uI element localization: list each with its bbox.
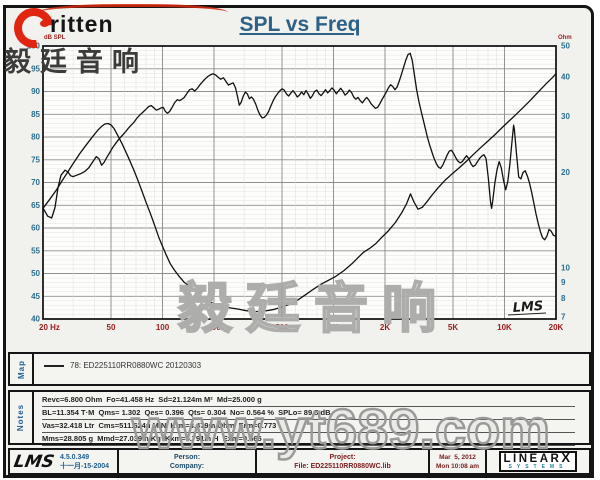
svg-text:20 Hz: 20 Hz: [39, 323, 60, 332]
svg-text:1K: 1K: [328, 323, 338, 332]
spl-curve: [42, 52, 557, 241]
svg-text:50: 50: [561, 42, 570, 51]
svg-text:85: 85: [31, 110, 40, 119]
svg-text:70: 70: [31, 178, 40, 187]
y-left-tick-labels: 100 95 90 85 80 75 70 65 60 55 50 45 40: [27, 42, 41, 324]
notes-content: Revc=6.800 Ohm Fo=41.458 Hz Sd=21.124m M…: [34, 392, 589, 446]
svg-text:8: 8: [561, 294, 566, 303]
footer-linearx-cell: LINEARX SYSTEMS: [487, 450, 589, 473]
top-left-watermark-cn: 毅廷音响: [4, 47, 148, 77]
svg-text:100: 100: [27, 42, 41, 51]
project-label: Project:: [329, 453, 356, 461]
logo-dot-icon: [40, 20, 49, 27]
site-watermark: www.yt689.com: [131, 396, 552, 462]
file-label: File: ED225110RR0880WC.lib: [294, 462, 391, 470]
svg-text:7: 7: [561, 313, 566, 322]
note-line-4: Mms=28.805 g Mmd=27.039m Kg Kxm=5.791m H…: [42, 433, 575, 446]
lms-version: 4.5.0.349: [60, 453, 90, 461]
spl-vs-freq-chart: 100 95 90 85 80 75 70 65 60 55 50 45 40 50 40 30 20 10 9 8 7…: [27, 35, 572, 332]
svg-text:9: 9: [561, 278, 566, 287]
y-left-unit-label: dB SPL: [44, 35, 66, 41]
lms-logo: LMS: [12, 451, 56, 472]
chart-watermark-cn: 毅廷音响: [177, 278, 450, 340]
logo-text: ritten: [50, 11, 114, 37]
map-row-label: Map: [10, 354, 34, 384]
footer-bar: LMS 4.5.0.349 十一月-15-2004 Person: Compan…: [8, 448, 591, 475]
svg-text:50: 50: [31, 269, 40, 278]
svg-text:50: 50: [107, 323, 116, 332]
notes-row: Notes Revc=6.800 Ohm Fo=41.458 Hz Sd=21.…: [8, 390, 591, 446]
x-tick-labels: 20 Hz 50 100 200 500 1K 2K 5K 10K 20K: [39, 323, 564, 332]
svg-text:2K: 2K: [380, 323, 390, 332]
map-row: Map 78: ED225110RR0880WC 20120303: [8, 352, 591, 386]
svg-text:20K: 20K: [549, 323, 564, 332]
svg-text:100: 100: [156, 323, 170, 332]
svg-text:500: 500: [275, 323, 289, 332]
svg-text:40: 40: [561, 72, 570, 81]
lms-version-date: 十一月-15-2004: [60, 462, 110, 470]
svg-text:80: 80: [31, 133, 40, 142]
person-label: Person:: [173, 453, 201, 461]
footer-lms-cell: LMS 4.5.0.349 十一月-15-2004: [10, 450, 119, 473]
report-date: Mar 5, 2012: [439, 453, 476, 461]
report-time: Mon 10:08 am: [436, 462, 479, 470]
svg-text:10: 10: [561, 264, 570, 273]
impedance-curve: [42, 73, 557, 313]
footer-project-cell: Project: File: ED225110RR0880WC.lib: [257, 450, 430, 473]
svg-text:200: 200: [207, 323, 221, 332]
footer-date-cell: Mar 5, 2012 Mon 10:08 am: [430, 450, 487, 473]
note-line-3: Vas=32.418 Ltr Cms=511.624u M/N Krm=3.47…: [42, 420, 575, 433]
y-right-unit-label: Ohm: [558, 35, 572, 41]
svg-text:20: 20: [561, 168, 570, 177]
svg-text:30: 30: [561, 112, 570, 121]
svg-text:90: 90: [31, 87, 40, 96]
footer-person-cell: Person: Company:: [119, 450, 257, 473]
svg-text:10K: 10K: [497, 323, 512, 332]
svg-text:75: 75: [31, 155, 40, 164]
page-title: SPL vs Freq: [239, 13, 361, 36]
svg-text:40: 40: [31, 315, 40, 324]
company-label: Company:: [169, 462, 205, 470]
logo-swoosh-tail-icon: [38, 4, 228, 21]
svg-text:55: 55: [31, 246, 40, 255]
svg-text:5K: 5K: [448, 323, 458, 332]
legend-line-sample: [44, 365, 64, 367]
legend-text: 78: ED225110RR0880WC 20120303: [70, 361, 202, 370]
svg-text:95: 95: [31, 64, 40, 73]
linearx-logo: LINEARX SYSTEMS: [498, 450, 578, 472]
map-legend: 78: ED225110RR0880WC 20120303: [34, 354, 201, 384]
svg-text:65: 65: [31, 201, 40, 210]
linearx-x: X: [561, 450, 573, 465]
note-line-2: BL=11.354 T·M Qms= 1.302 Qes= 0.396 Qts=…: [42, 407, 575, 420]
lms-corner-mark: LMS: [512, 299, 544, 316]
y-right-tick-labels: 50 40 30 20 10 9 8 7: [561, 42, 570, 322]
notes-row-label: Notes: [10, 392, 34, 443]
linearx-systems: SYSTEMS: [508, 464, 568, 470]
svg-text:45: 45: [31, 292, 40, 301]
note-line-1: Revc=6.800 Ohm Fo=41.458 Hz Sd=21.124m M…: [42, 394, 575, 407]
svg-text:60: 60: [31, 224, 40, 233]
